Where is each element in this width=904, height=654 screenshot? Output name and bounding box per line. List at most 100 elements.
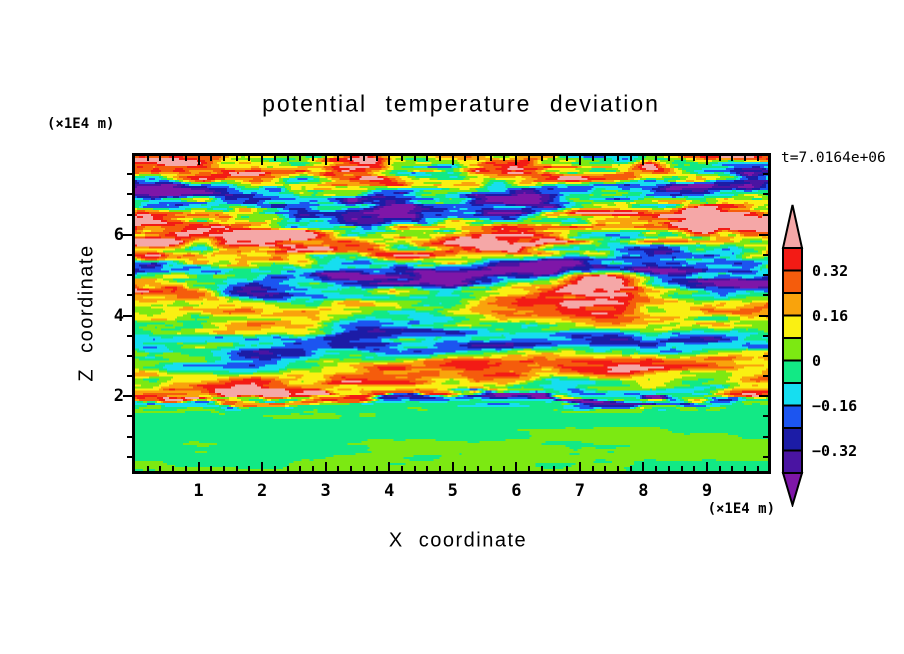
colorbar-segment [782, 269, 803, 294]
x-tick [299, 466, 302, 471]
x-tick [388, 462, 391, 471]
x-tick [553, 466, 556, 471]
y-tick [127, 334, 132, 337]
y-tick [127, 294, 132, 297]
x-tick [515, 156, 518, 165]
x-tick [464, 156, 467, 161]
y-tick [127, 435, 132, 438]
x-tick [528, 156, 531, 161]
y-tick [127, 375, 132, 378]
x-tick [464, 466, 467, 471]
colorbar-segment [782, 382, 803, 407]
x-tick [426, 156, 429, 161]
x-tick [655, 156, 658, 161]
colorbar-segment [782, 449, 803, 474]
x-tick [591, 156, 594, 161]
x-tick [413, 156, 416, 161]
x-tick [515, 462, 518, 471]
x-tick [718, 466, 721, 471]
x-tick [210, 156, 213, 161]
x-tick [400, 156, 403, 161]
colorbar-label: 0 [812, 351, 822, 370]
x-tick [540, 156, 543, 161]
y-tick [763, 435, 768, 438]
x-tick [286, 466, 289, 471]
x-tick [235, 466, 238, 471]
x-tick [439, 466, 442, 471]
x-tick [705, 462, 708, 471]
y-tick-label: 4 [113, 305, 124, 326]
x-tick [451, 462, 454, 471]
x-tick [375, 156, 378, 161]
y-tick-label: 2 [113, 386, 124, 407]
y-tick [763, 354, 768, 357]
colorbar-label: 0.32 [812, 261, 849, 280]
x-tick [400, 466, 403, 471]
colorbar-segment [782, 359, 803, 384]
x-tick [477, 156, 480, 161]
x-tick-label: 3 [320, 481, 331, 501]
time-annotation: t=7.0164e+06 [781, 150, 886, 166]
x-tick [756, 466, 759, 471]
y-tick [127, 213, 132, 216]
x-tick [248, 156, 251, 161]
x-tick [566, 156, 569, 161]
x-tick [311, 466, 314, 471]
x-tick [426, 466, 429, 471]
y-tick [127, 455, 132, 458]
y-tick [763, 294, 768, 297]
x-tick [553, 156, 556, 161]
x-tick [629, 466, 632, 471]
x-tick [159, 466, 162, 471]
x-tick [693, 156, 696, 161]
x-tick [617, 156, 619, 161]
x-tick [159, 156, 162, 161]
x-tick [604, 156, 607, 161]
x-tick-label: 1 [193, 481, 204, 501]
x-tick [197, 462, 200, 471]
x-tick [222, 156, 225, 161]
x-tick [693, 466, 696, 471]
colorbar-segment [782, 314, 803, 339]
x-tick [540, 466, 543, 471]
y-tick [763, 193, 768, 196]
x-tick [235, 156, 238, 161]
x-tick [362, 156, 365, 161]
x-tick [477, 466, 480, 471]
x-tick [286, 156, 289, 161]
x-tick [337, 466, 340, 471]
y-tick [759, 233, 768, 236]
y-tick-label: 6 [113, 224, 124, 245]
y-tick [763, 334, 768, 337]
x-tick-label: 4 [384, 481, 395, 501]
y-tick [763, 173, 768, 176]
y-tick [123, 395, 132, 398]
x-tick-label: 9 [701, 481, 713, 501]
colorbar-segment [782, 337, 803, 362]
x-tick [566, 466, 569, 471]
y-tick [123, 233, 132, 236]
x-tick [502, 156, 505, 161]
x-tick [629, 156, 632, 161]
colorbar-segment [782, 247, 803, 272]
plot-area [123, 153, 771, 474]
x-tick [744, 466, 747, 471]
colorbar-segment [782, 404, 803, 429]
colorbar-lower-arrow [781, 472, 804, 509]
x-tick [502, 466, 505, 471]
x-tick [324, 156, 327, 165]
x-tick-label: 6 [511, 481, 522, 501]
y-tick [123, 314, 132, 317]
x-tick-label: 2 [256, 481, 268, 501]
colorbar-label: 0.16 [812, 306, 849, 325]
x-tick [489, 466, 492, 471]
x-tick [667, 156, 670, 161]
x-tick [299, 156, 302, 161]
x-tick [375, 466, 378, 471]
y-tick [127, 253, 132, 256]
x-tick [222, 466, 225, 471]
x-axis-unit-label: (×1E4 m) [707, 501, 775, 517]
x-tick [718, 156, 721, 161]
x-tick [667, 466, 670, 471]
